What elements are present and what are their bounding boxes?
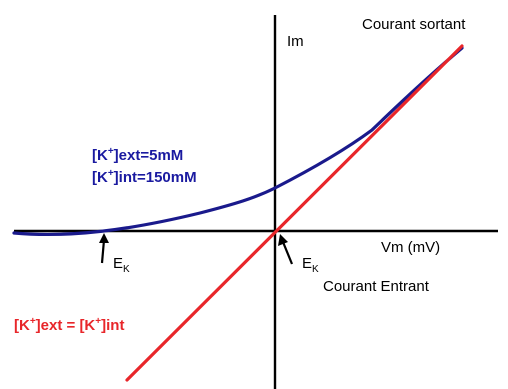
outward-current-label: Courant sortant xyxy=(362,16,466,33)
ek-left-arrow-shaft xyxy=(102,240,104,263)
ek-left-label: EK xyxy=(113,255,130,275)
inward-current-label: Courant Entrant xyxy=(323,278,430,295)
voltage-axis-label: Vm (mV) xyxy=(381,239,440,256)
blue-iv-curve xyxy=(14,48,462,234)
blue-int-concentration: [K+]int=150mM xyxy=(92,168,197,186)
ek-center-label: EK xyxy=(302,255,319,275)
red-iv-line xyxy=(127,46,462,380)
red-equal-concentration: [K+]ext = [K+]int xyxy=(14,316,124,334)
ek-left-arrow-head xyxy=(99,233,109,243)
ek-center-arrow-shaft xyxy=(283,242,292,264)
blue-ext-concentration: [K+]ext=5mM xyxy=(92,146,183,164)
current-axis-label: Im xyxy=(287,33,304,50)
